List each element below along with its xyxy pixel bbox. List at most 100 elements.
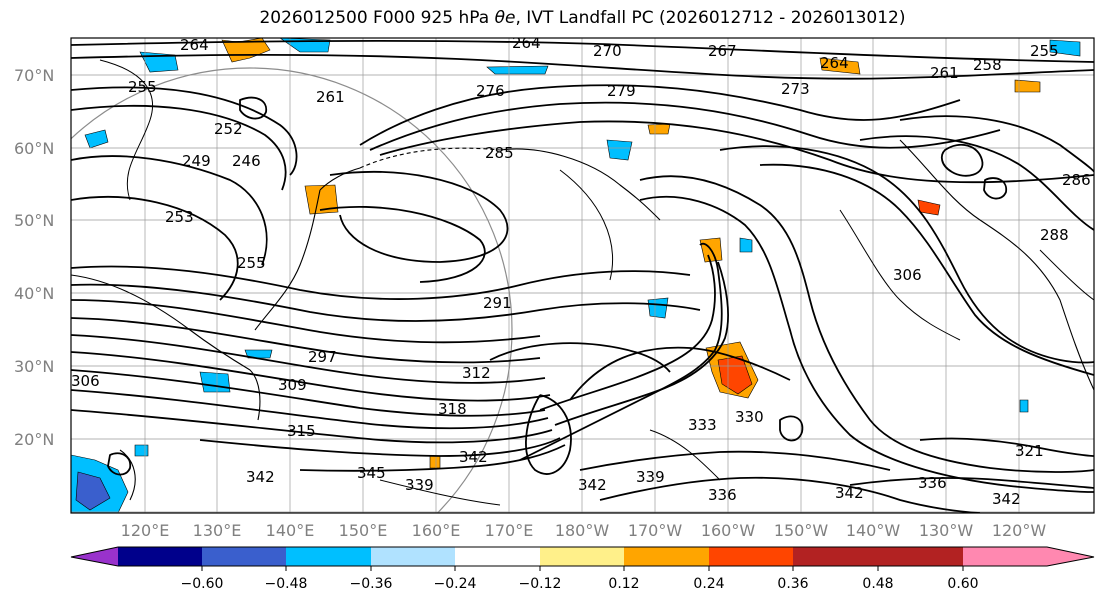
colorbar-extend-right	[963, 547, 1094, 566]
shade-patch	[429, 455, 441, 469]
contour-label: 258	[973, 56, 1002, 74]
lat-label: 40°N	[14, 284, 54, 303]
colorbar-tick-label: −0.24	[434, 576, 477, 592]
contour-label: 291	[483, 294, 512, 312]
colorbar-bin	[624, 547, 709, 566]
colorbar-tick-label: −0.36	[350, 576, 393, 592]
lat-label: 70°N	[14, 66, 54, 85]
colorbar-extend-left	[71, 547, 118, 566]
contour-label: 342	[992, 490, 1021, 508]
contour-label: 249	[182, 152, 211, 170]
colorbar-bin	[371, 547, 455, 566]
lon-label: 130°E	[193, 521, 242, 540]
shade-patch	[199, 371, 231, 393]
contour-label: 342	[246, 468, 275, 486]
lon-label: 120°W	[992, 521, 1047, 540]
contour-label: 318	[438, 400, 467, 418]
contour-line	[71, 351, 551, 402]
contour-line	[719, 145, 1094, 364]
contour-line	[71, 86, 298, 176]
contour-label: 273	[781, 80, 810, 98]
contour-line	[1039, 249, 1094, 301]
contour-label: 255	[128, 78, 157, 96]
contour-line	[779, 415, 804, 442]
contour-label: 285	[485, 144, 514, 162]
contour-line	[569, 346, 791, 401]
contour-line	[71, 39, 1094, 63]
coastline-philippines	[119, 449, 136, 501]
colorbar-outline	[70, 546, 1095, 567]
contour-line	[940, 143, 984, 177]
colorbar-tick-label: 0.24	[693, 576, 724, 592]
contour-label: 252	[214, 120, 243, 138]
contour-line	[71, 317, 541, 364]
coastlines	[71, 139, 1094, 501]
contour-label: 270	[593, 42, 622, 60]
landfall-region-circle	[71, 67, 513, 513]
colorbar-bin	[118, 547, 202, 566]
contour-line	[559, 169, 614, 281]
colorbar-bin	[793, 547, 878, 566]
contour-label: 306	[71, 372, 100, 390]
contour-label: 261	[316, 88, 345, 106]
lon-label: 140°W	[846, 521, 901, 540]
contour-label: 253	[165, 208, 194, 226]
contour-line	[759, 163, 1094, 376]
colorbar-bin	[878, 547, 963, 566]
contour-label: 267	[708, 42, 737, 60]
contour-line	[919, 437, 1094, 457]
colorbar-bin	[540, 547, 624, 566]
colorbar-ticks	[201, 566, 964, 571]
contour-line	[379, 479, 501, 506]
contour-label: 339	[636, 468, 665, 486]
gridlines	[71, 38, 1094, 513]
contour-line	[71, 334, 546, 384]
contour-label: 312	[462, 364, 491, 382]
contour-label: 342	[459, 448, 488, 466]
contour-line	[599, 476, 981, 513]
contour-line	[379, 120, 1094, 184]
contour-line	[539, 254, 716, 411]
contour-line	[639, 175, 1094, 473]
coastline-kuril	[319, 167, 361, 191]
contour-label: 255	[237, 254, 266, 272]
contour-label: 255	[1030, 42, 1059, 60]
title-variable: θe	[494, 8, 516, 28]
contour-label: 279	[607, 82, 636, 100]
coastline-aleutian	[359, 147, 501, 169]
shade-patch	[717, 355, 753, 395]
shade-patch	[244, 349, 273, 359]
longitude-labels: 120°E 130°E 140°E 150°E 160°E 170°E 180°…	[121, 521, 1047, 540]
lon-label: 140°E	[266, 521, 315, 540]
contour-label: 297	[308, 348, 337, 366]
shade-patch	[134, 444, 149, 457]
contour-line	[369, 101, 1001, 151]
contour-label: 309	[278, 376, 307, 394]
lon-label: 150°W	[774, 521, 829, 540]
shade-patch	[486, 65, 549, 75]
contour-line	[71, 155, 268, 266]
lat-label: 60°N	[14, 139, 54, 158]
contour-label: 321	[1015, 442, 1044, 460]
colorbar-tick-label: −0.12	[519, 576, 562, 592]
contour-label: 261	[930, 64, 959, 82]
contour-label: 336	[918, 474, 947, 492]
thin-contours	[99, 59, 1094, 506]
lon-label: 180°W	[555, 521, 610, 540]
contour-line	[99, 59, 154, 201]
contour-line	[899, 115, 1094, 173]
contour-label: 336	[708, 486, 737, 504]
colorbar-bin	[455, 547, 540, 566]
contour-label: 264	[820, 54, 849, 72]
contour-line	[71, 53, 1094, 80]
contour-label: 264	[512, 34, 541, 52]
shade-patch	[1014, 79, 1041, 93]
contour-label: 315	[287, 422, 316, 440]
contour-line	[849, 477, 1094, 489]
contour-label: 330	[735, 408, 764, 426]
contour-label: 286	[1062, 171, 1091, 189]
colorbar: −0.60 −0.48 −0.36 −0.24 −0.12 0.12 0.24 …	[70, 546, 1095, 592]
contour-label: 339	[405, 476, 434, 494]
contour-line	[71, 409, 553, 444]
contour-line	[359, 84, 961, 146]
